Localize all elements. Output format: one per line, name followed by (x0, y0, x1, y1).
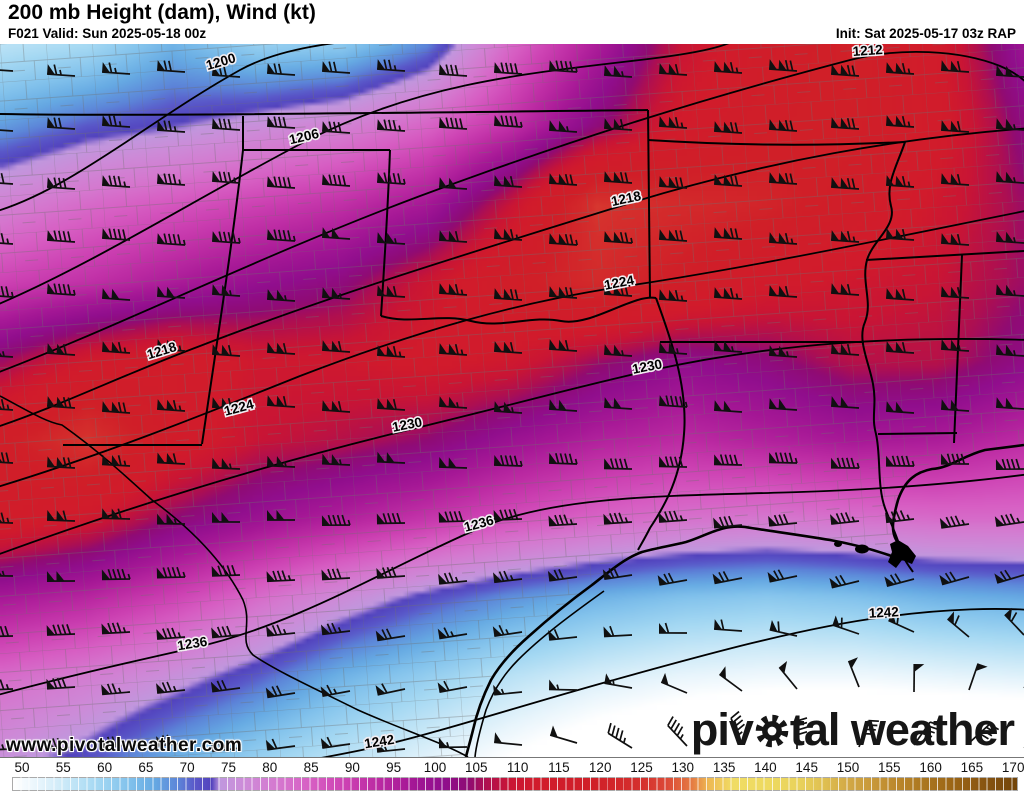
colorbar-tick: 80 (262, 760, 278, 775)
colorbar-tick: 60 (97, 760, 113, 775)
barrier-island (474, 590, 605, 757)
colorbar-tick: 145 (795, 760, 818, 775)
colorbar-tick: 140 (754, 760, 777, 775)
map-area: 1200 1206 1212 1218 1218 1224 1224 1230 1230 1236… (0, 44, 1024, 757)
logo-text-pre: piv (690, 704, 754, 755)
watermark: www.pivotalweather.com (6, 735, 243, 756)
contour-label: 1242 (363, 732, 395, 752)
map-title: 200 mb Height (dam), Wind (kt) (8, 1, 316, 24)
colorbar-tick: 65 (138, 760, 154, 775)
contour-label: 1236 (176, 634, 208, 654)
rivers (0, 141, 914, 757)
colorbar-tick: 90 (344, 760, 360, 775)
coastline (464, 443, 1024, 757)
logo-text-post: tal weather (789, 704, 1015, 755)
colorbar-tick: 160 (919, 760, 942, 775)
colorbar-tick: 130 (671, 760, 695, 775)
init-time-label: Init: Sat 2025-05-17 03z RAP (835, 26, 1016, 41)
mississippi-river (861, 141, 914, 573)
map-subtitle-bar: F021 Valid: Sun 2025-05-18 00z Init: Sat… (0, 26, 1024, 44)
wind-barbs (0, 59, 1024, 753)
contour-label: 1242 (868, 604, 899, 621)
colorbar: 50 55 60 65 70 75 80 85 90 95 100 105 110 115 120 125 13… (0, 757, 1024, 791)
colorbar-tick: 70 (179, 760, 195, 775)
colorbar-tick: 165 (960, 760, 984, 775)
colorbar-tick: 50 (14, 760, 30, 775)
lake-pontchartrain (855, 544, 869, 554)
coastal-lake (834, 541, 842, 547)
colorbar-tick: 75 (220, 760, 237, 775)
colorbar-tick: 155 (878, 760, 901, 775)
pivotal-weather-logo: piv tal weather (690, 704, 1015, 755)
colorbar-tick: 55 (55, 760, 71, 775)
colorbar-tick: 115 (548, 760, 570, 775)
colorbar-tick: 135 (712, 760, 736, 775)
colorbar-tick: 125 (630, 760, 653, 775)
map-overlay: 1200120612121218121812241224123012301236… (0, 44, 1024, 757)
gear-icon (755, 710, 789, 755)
map-header: 200 mb Height (dam), Wind (kt) F021 Vali… (0, 0, 1024, 44)
colorbar-segments (12, 777, 1018, 791)
colorbar-tick: 110 (506, 760, 529, 775)
colorbar-tick: 85 (303, 760, 319, 775)
contour-label: 1212 (852, 44, 883, 59)
colorbar-tick: 100 (423, 760, 447, 775)
colorbar-tick: 105 (465, 760, 488, 775)
colorbar-tick: 95 (386, 760, 402, 775)
colorbar-tick: 170 (1001, 760, 1024, 775)
county-lines (0, 44, 1024, 757)
colorbar-tick: 150 (836, 760, 860, 775)
mississippi-delta (888, 540, 916, 568)
colorbar-tick: 120 (588, 760, 612, 775)
rio-grande-river (0, 395, 469, 757)
valid-time-label: F021 Valid: Sun 2025-05-18 00z (8, 26, 207, 41)
